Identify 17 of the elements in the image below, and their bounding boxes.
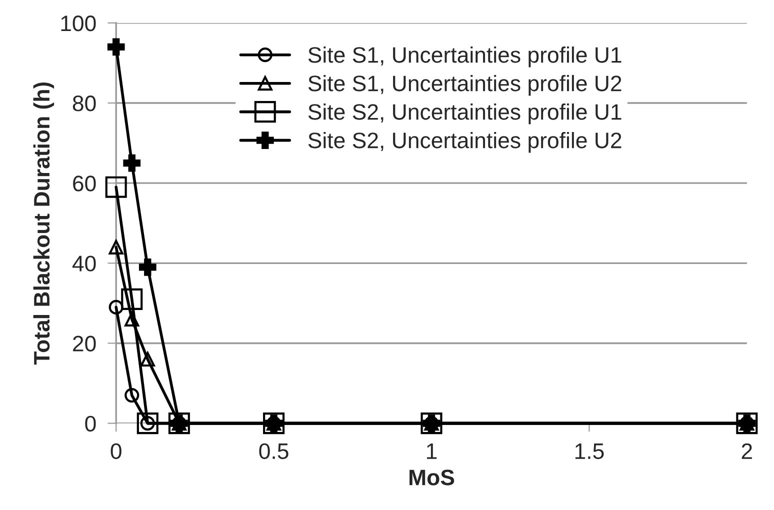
y-axis-title: Total Blackout Duration (h) [33,82,54,365]
y-tick-label: 100 [61,15,96,32]
legend-label: Site S1, Uncertainties profile U1 [308,46,622,68]
y-tick-label: 60 [73,176,96,192]
legend-label: Site S2, Uncertainties profile U1 [308,104,622,124]
y-tick-label: 0 [85,416,96,432]
x-tick-label: 1 [427,444,437,459]
x-tick-label: 1.5 [575,444,604,460]
y-tick-label: 80 [72,96,96,112]
y-tick-label: 40 [72,256,96,272]
x-tick-label: 0.5 [259,443,288,460]
x-axis-title: MoS [410,470,454,486]
legend-label: Site S2, Uncertainties profile U2 [308,132,622,153]
x-tick-label: 0 [110,443,122,460]
legend-label: Site S1, Uncertainties profile U2 [308,75,622,96]
y-tick-label: 20 [73,336,96,352]
x-tick-label: 2 [742,443,752,459]
